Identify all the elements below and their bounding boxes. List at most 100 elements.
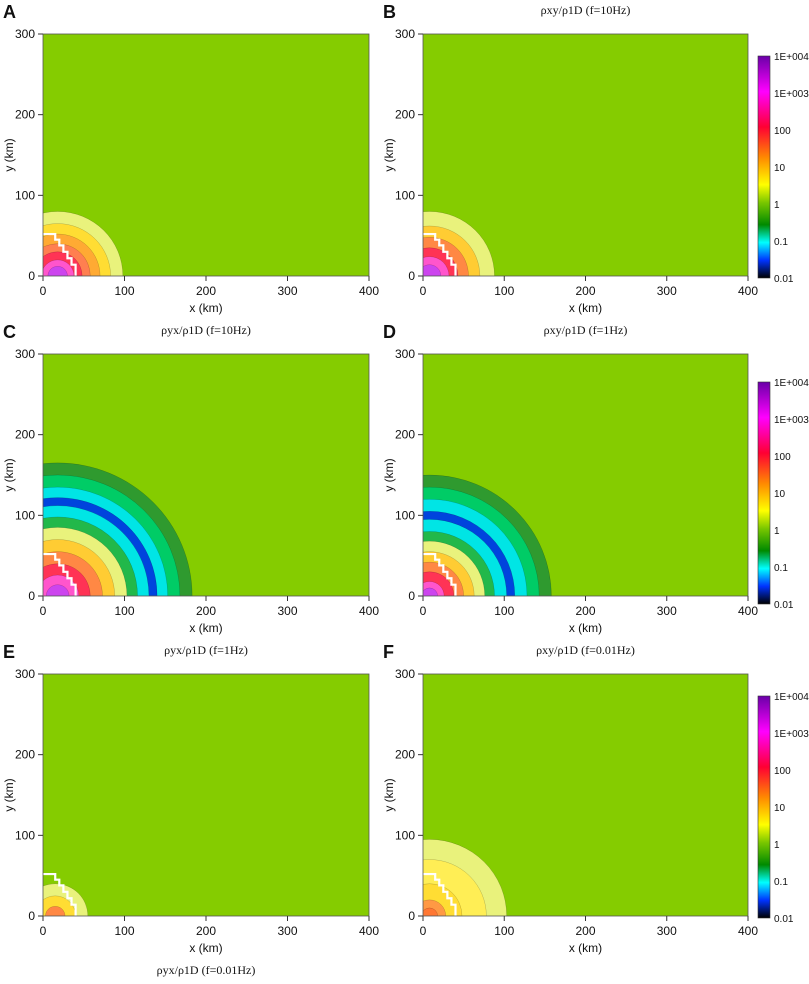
- colorbar-tick-1-6: 0.01: [774, 600, 794, 611]
- panel-letter-D: D: [383, 322, 396, 342]
- panel-C: C 0 100 200 300 400 0 100 200 300 x (km) y (km): [2, 322, 379, 635]
- colorbar-ramp-0: [757, 55, 771, 279]
- colorbar-tick-1-5: 0.1: [774, 563, 788, 574]
- y-tick-label-B-1: 100: [395, 188, 415, 202]
- colorbar-tick-2-4: 1: [774, 840, 780, 851]
- y-tick-label-F-1: 100: [395, 828, 415, 842]
- colorbar-tick-1-1: 1E+003: [774, 415, 809, 426]
- colorbar-1: 1E+004 1E+003 100 10 1 0.1 0.01: [757, 378, 809, 611]
- y-axis-label-F: y (km): [382, 778, 396, 811]
- panel-D: D 0 100 200 300 400 0 100 200 300 x (km) y (km): [382, 322, 758, 635]
- contour-band-F-4: [423, 907, 438, 916]
- x-tick-label-C-4: 400: [359, 604, 379, 618]
- x-tick-label-E-1: 100: [114, 924, 134, 938]
- y-tick-label-A-1: 100: [15, 188, 35, 202]
- x-tick-label-D-4: 400: [738, 604, 758, 618]
- anomaly-B: [423, 211, 495, 276]
- x-tick-label-D-3: 300: [657, 604, 677, 618]
- y-tick-label-E-2: 200: [15, 748, 35, 762]
- colorbar-tick-0-5: 0.1: [774, 237, 788, 248]
- x-axis-label-F: x (km): [569, 941, 602, 955]
- anomaly-A: [43, 211, 124, 276]
- body-outline-E: [43, 872, 77, 916]
- y-tick-label-E-3: 300: [15, 667, 35, 681]
- x-axis-label-C: x (km): [189, 621, 222, 635]
- colorbar-ramp-1: [757, 381, 771, 605]
- plot-area-E: [43, 674, 369, 916]
- y-tick-label-F-2: 200: [395, 748, 415, 762]
- y-tick-label-B-0: 0: [408, 269, 415, 283]
- y-tick-label-A-3: 300: [15, 27, 35, 41]
- panel-A: A 0 100 200 300 400 0 100 200 300 x (km) y (km): [2, 2, 379, 315]
- x-tick-label-D-2: 200: [575, 604, 595, 618]
- panel-caption-F: ρxy/ρ1D (f=0.01Hz): [536, 643, 635, 657]
- colorbar-tick-0-4: 1: [774, 200, 780, 211]
- x-tick-label-A-1: 100: [114, 284, 134, 298]
- x-tick-label-B-4: 400: [738, 284, 758, 298]
- y-tick-label-B-2: 200: [395, 108, 415, 122]
- y-tick-label-D-2: 200: [395, 428, 415, 442]
- x-tick-label-B-3: 300: [657, 284, 677, 298]
- x-tick-label-C-3: 300: [277, 604, 297, 618]
- y-axis-label-E: y (km): [2, 778, 16, 811]
- colorbar-tick-0-1: 1E+003: [774, 89, 809, 100]
- panel-letter-F: F: [383, 642, 394, 662]
- y-tick-label-C-3: 300: [15, 347, 35, 361]
- panel-caption-D: ρxy/ρ1D (f=1Hz): [544, 323, 628, 337]
- y-tick-label-C-1: 100: [15, 508, 35, 522]
- y-axis-label-D: y (km): [382, 458, 396, 491]
- y-tick-label-F-0: 0: [408, 909, 415, 923]
- x-tick-label-E-3: 300: [277, 924, 297, 938]
- body-outline-F: [423, 872, 457, 916]
- colorbar-ramp-2: [757, 695, 771, 919]
- y-tick-label-E-0: 0: [28, 909, 35, 923]
- y-tick-label-C-0: 0: [28, 589, 35, 603]
- anomaly-F: [423, 839, 507, 916]
- x-tick-label-A-3: 300: [277, 284, 297, 298]
- contour-band-D-11: [423, 587, 438, 596]
- y-axis-label-B: y (km): [382, 138, 396, 171]
- y-tick-label-D-1: 100: [395, 508, 415, 522]
- colorbar-tick-2-6: 0.01: [774, 914, 794, 925]
- x-tick-label-E-2: 200: [196, 924, 216, 938]
- panel-letter-E: E: [3, 642, 15, 662]
- x-tick-label-A-2: 200: [196, 284, 216, 298]
- x-tick-label-E-4: 400: [359, 924, 379, 938]
- x-axis-label-D: x (km): [569, 621, 602, 635]
- y-axis-label-A: y (km): [2, 138, 16, 171]
- panel-caption-B: ρxy/ρ1D (f=10Hz): [541, 3, 631, 17]
- x-tick-label-B-2: 200: [575, 284, 595, 298]
- contour-band-A-6: [47, 266, 68, 276]
- colorbar-tick-1-4: 1: [774, 526, 780, 537]
- x-tick-label-B-0: 0: [420, 284, 427, 298]
- x-tick-label-C-2: 200: [196, 604, 216, 618]
- colorbar-tick-2-1: 1E+003: [774, 729, 809, 740]
- colorbar-tick-1-0: 1E+004: [774, 378, 809, 389]
- x-axis-label-E: x (km): [189, 941, 222, 955]
- y-tick-label-B-3: 300: [395, 27, 415, 41]
- anomaly-C: [43, 462, 193, 596]
- y-tick-label-F-3: 300: [395, 667, 415, 681]
- panel-B: B 0 100 200 300 400 0 100 200 300 x (km) y (km): [382, 2, 758, 315]
- x-axis-label-B: x (km): [569, 301, 602, 315]
- y-tick-label-D-3: 300: [395, 347, 415, 361]
- y-tick-label-E-1: 100: [15, 828, 35, 842]
- panel-letter-C: C: [3, 322, 16, 342]
- panel-F: F 0 100 200 300 400 0 100 200 300 x (km) y (km): [382, 642, 758, 955]
- anomaly-E: [43, 872, 89, 916]
- panel-caption-footer: ρyx/ρ1D (f=0.01Hz): [157, 963, 256, 977]
- y-tick-label-A-2: 200: [15, 108, 35, 122]
- colorbar-tick-1-3: 10: [774, 489, 786, 500]
- body-outline-D: [423, 552, 457, 596]
- y-axis-label-C: y (km): [2, 458, 16, 491]
- x-tick-label-E-0: 0: [40, 924, 47, 938]
- x-tick-label-C-1: 100: [114, 604, 134, 618]
- y-tick-label-C-2: 200: [15, 428, 35, 442]
- x-tick-label-D-0: 0: [420, 604, 427, 618]
- colorbar-tick-2-0: 1E+004: [774, 692, 809, 703]
- colorbar-tick-0-3: 10: [774, 163, 786, 174]
- colorbar-tick-0-0: 1E+004: [774, 52, 809, 63]
- x-tick-label-F-2: 200: [575, 924, 595, 938]
